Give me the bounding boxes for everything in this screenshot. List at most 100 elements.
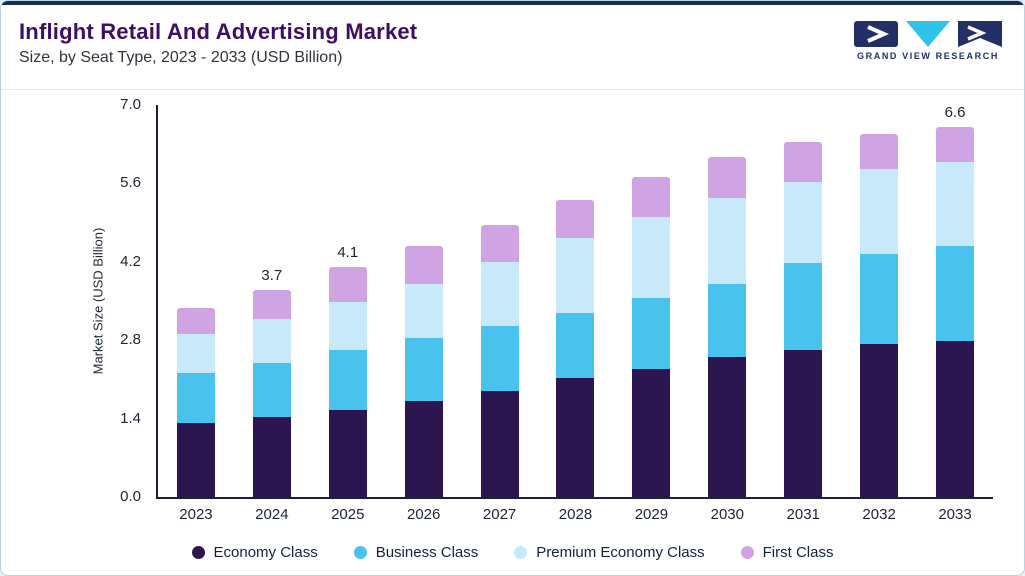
bar-total-label: 3.7 bbox=[261, 266, 283, 284]
bar-segment-first-class bbox=[480, 224, 519, 262]
x-axis-tick-label: 2024 bbox=[255, 506, 289, 523]
bar-segment-first-class bbox=[860, 134, 899, 169]
x-axis-tick-label: 2027 bbox=[482, 506, 517, 523]
bar-segment-business-class bbox=[404, 337, 443, 401]
bar-segment-first-class bbox=[632, 176, 671, 218]
bar-segment-economy-class bbox=[480, 390, 519, 497]
bar-2030: 2030 bbox=[708, 105, 747, 523]
x-axis-tick-label: 2033 bbox=[938, 506, 972, 523]
legend: Economy Class Business Class Premium Econo… bbox=[1, 544, 1024, 561]
x-axis-tick-label: 2031 bbox=[786, 506, 820, 523]
legend-item-first-class: First Class bbox=[740, 544, 834, 561]
bar-segment-business-class bbox=[784, 262, 823, 351]
bar-segment-first-class bbox=[784, 141, 823, 183]
bar-2027: 2027 bbox=[480, 105, 519, 523]
bar-2023: 2023 bbox=[176, 105, 215, 523]
bar-segment-premium-economy-class bbox=[252, 318, 291, 363]
legend-swatch-icon bbox=[514, 546, 528, 559]
bar-segment-premium-economy-class bbox=[708, 197, 747, 285]
bar-segment-premium-economy-class bbox=[480, 261, 519, 326]
bar-segment-business-class bbox=[328, 350, 367, 410]
bars-container: 2023 3.7 2024 4.1 2025 2026 2027 2028 2029 2030 20… bbox=[158, 104, 993, 523]
bar-segment-premium-economy-class bbox=[632, 217, 671, 298]
page-subtitle: Size, by Seat Type, 2023 - 2033 (USD Bil… bbox=[19, 49, 343, 66]
bar-segment-business-class bbox=[556, 313, 595, 379]
bar-total-label: 6.6 bbox=[944, 104, 966, 122]
header-divider bbox=[1, 89, 1024, 90]
page-title: Inflight Retail And Advertising Market bbox=[19, 19, 418, 44]
bar-segment-business-class bbox=[480, 325, 519, 391]
y-axis-title: Market Size (USD Billion) bbox=[90, 227, 106, 375]
bar-segment-premium-economy-class bbox=[176, 333, 215, 373]
y-axis-tick-label: 2.8 bbox=[120, 331, 141, 349]
bar-2031: 2031 bbox=[784, 105, 823, 523]
legend-swatch-icon bbox=[353, 546, 367, 559]
legend-swatch-icon bbox=[740, 546, 754, 559]
bar-2029: 2029 bbox=[632, 105, 671, 523]
legend-label: First Class bbox=[762, 544, 834, 561]
x-axis-tick-label: 2030 bbox=[710, 506, 744, 523]
bar-segment-premium-economy-class bbox=[328, 302, 367, 351]
bar-segment-business-class bbox=[860, 253, 899, 344]
x-axis-tick-label: 2029 bbox=[634, 506, 669, 523]
y-axis-tick-label: 7.0 bbox=[120, 96, 141, 113]
x-axis-tick-label: 2023 bbox=[179, 506, 213, 523]
bar-segment-first-class bbox=[556, 200, 595, 239]
brand-logo: GRAND VIEW RESEARCH bbox=[854, 17, 1002, 61]
bar-segment-first-class bbox=[328, 267, 367, 303]
bar-segment-economy-class bbox=[860, 343, 899, 497]
bar-segment-premium-economy-class bbox=[556, 238, 595, 314]
plot-area: 2023 3.7 2024 4.1 2025 2026 2027 2028 2029 2030 20… bbox=[156, 104, 993, 523]
y-axis-tick-label: 0.0 bbox=[120, 488, 141, 505]
x-axis-tick-label: 2026 bbox=[406, 506, 441, 523]
bar-segment-economy-class bbox=[176, 423, 215, 497]
top-accent-bar bbox=[1, 1, 1024, 5]
title-block: Inflight Retail And Advertising Market S… bbox=[19, 17, 417, 67]
y-axis-tick-label: 4.2 bbox=[120, 252, 141, 270]
legend-label: Premium Economy Class bbox=[536, 544, 705, 561]
bar-segment-business-class bbox=[252, 362, 291, 418]
bar-segment-premium-economy-class bbox=[936, 162, 975, 247]
bar-segment-economy-class bbox=[328, 409, 367, 497]
bar-segment-first-class bbox=[708, 156, 747, 198]
bar-segment-first-class bbox=[936, 127, 975, 163]
bar-2025: 4.1 2025 bbox=[328, 105, 367, 523]
bar-segment-economy-class bbox=[632, 369, 671, 497]
header: Inflight Retail And Advertising Market S… bbox=[1, 5, 1024, 75]
bar-segment-first-class bbox=[404, 246, 443, 285]
bar-segment-economy-class bbox=[936, 341, 975, 497]
bar-segment-premium-economy-class bbox=[860, 168, 899, 254]
bar-2032: 2032 bbox=[860, 105, 899, 523]
legend-item-economy-class: Economy Class bbox=[191, 544, 318, 561]
bar-segment-business-class bbox=[936, 246, 975, 342]
bar-segment-economy-class bbox=[556, 378, 595, 497]
bar-segment-first-class bbox=[252, 289, 291, 319]
bar-2028: 2028 bbox=[556, 105, 595, 523]
x-axis-tick-label: 2032 bbox=[862, 506, 896, 523]
bar-segment-first-class bbox=[176, 307, 215, 334]
bar-segment-economy-class bbox=[404, 400, 443, 497]
bar-segment-business-class bbox=[176, 372, 215, 424]
x-axis-tick-label: 2028 bbox=[558, 506, 593, 523]
bar-2026: 2026 bbox=[404, 105, 443, 523]
bar-segment-business-class bbox=[632, 297, 671, 370]
legend-item-business-class: Business Class bbox=[353, 544, 478, 561]
legend-item-premium-economy-class: Premium Economy Class bbox=[514, 544, 705, 561]
y-axis-tick-label: 1.4 bbox=[120, 409, 141, 427]
legend-label: Economy Class bbox=[213, 544, 318, 561]
bar-segment-premium-economy-class bbox=[784, 182, 823, 263]
x-axis-tick-label: 2025 bbox=[331, 506, 365, 523]
grand-view-research-logo-icon bbox=[854, 21, 1002, 47]
legend-swatch-icon bbox=[191, 546, 205, 559]
bar-total-label: 4.1 bbox=[337, 244, 359, 262]
bar-2024: 3.7 2024 bbox=[252, 105, 291, 523]
bar-segment-premium-economy-class bbox=[404, 284, 443, 338]
bar-2033: 6.6 2033 bbox=[936, 104, 975, 523]
bar-segment-economy-class bbox=[708, 357, 747, 497]
bar-segment-business-class bbox=[708, 284, 747, 357]
bar-segment-economy-class bbox=[784, 350, 823, 497]
bar-segment-economy-class bbox=[252, 417, 291, 497]
y-axis-tick-label: 5.6 bbox=[120, 174, 141, 192]
brand-logo-text: GRAND VIEW RESEARCH bbox=[857, 51, 999, 61]
